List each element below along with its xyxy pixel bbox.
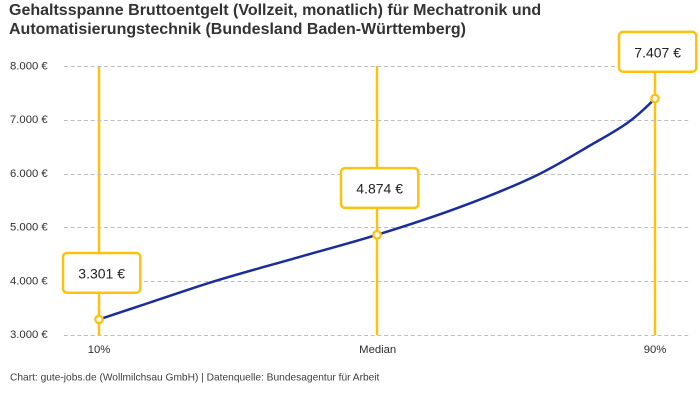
svg-text:Automatisierungstechnik (Bunde: Automatisierungstechnik (Bundesland Bade… — [9, 21, 466, 38]
svg-text:3.301 €: 3.301 € — [78, 265, 125, 281]
svg-text:7.407 €: 7.407 € — [634, 44, 681, 60]
svg-text:3.000 €: 3.000 € — [10, 329, 48, 341]
svg-text:Gehaltsspanne Bruttoentgelt (V: Gehaltsspanne Bruttoentgelt (Vollzeit, m… — [9, 2, 541, 19]
svg-text:4.000 €: 4.000 € — [10, 275, 48, 287]
svg-text:8.000 €: 8.000 € — [10, 60, 48, 72]
svg-text:Chart: gute-jobs.de (Wollmilch: Chart: gute-jobs.de (Wollmilchsau GmbH) … — [10, 373, 380, 384]
svg-text:90%: 90% — [644, 344, 667, 356]
svg-text:4.874 €: 4.874 € — [356, 181, 403, 197]
svg-text:5.000 €: 5.000 € — [10, 222, 48, 234]
svg-text:10%: 10% — [88, 344, 111, 356]
svg-text:Median: Median — [359, 344, 396, 356]
svg-text:6.000 €: 6.000 € — [10, 168, 48, 180]
svg-text:7.000 €: 7.000 € — [10, 114, 48, 126]
